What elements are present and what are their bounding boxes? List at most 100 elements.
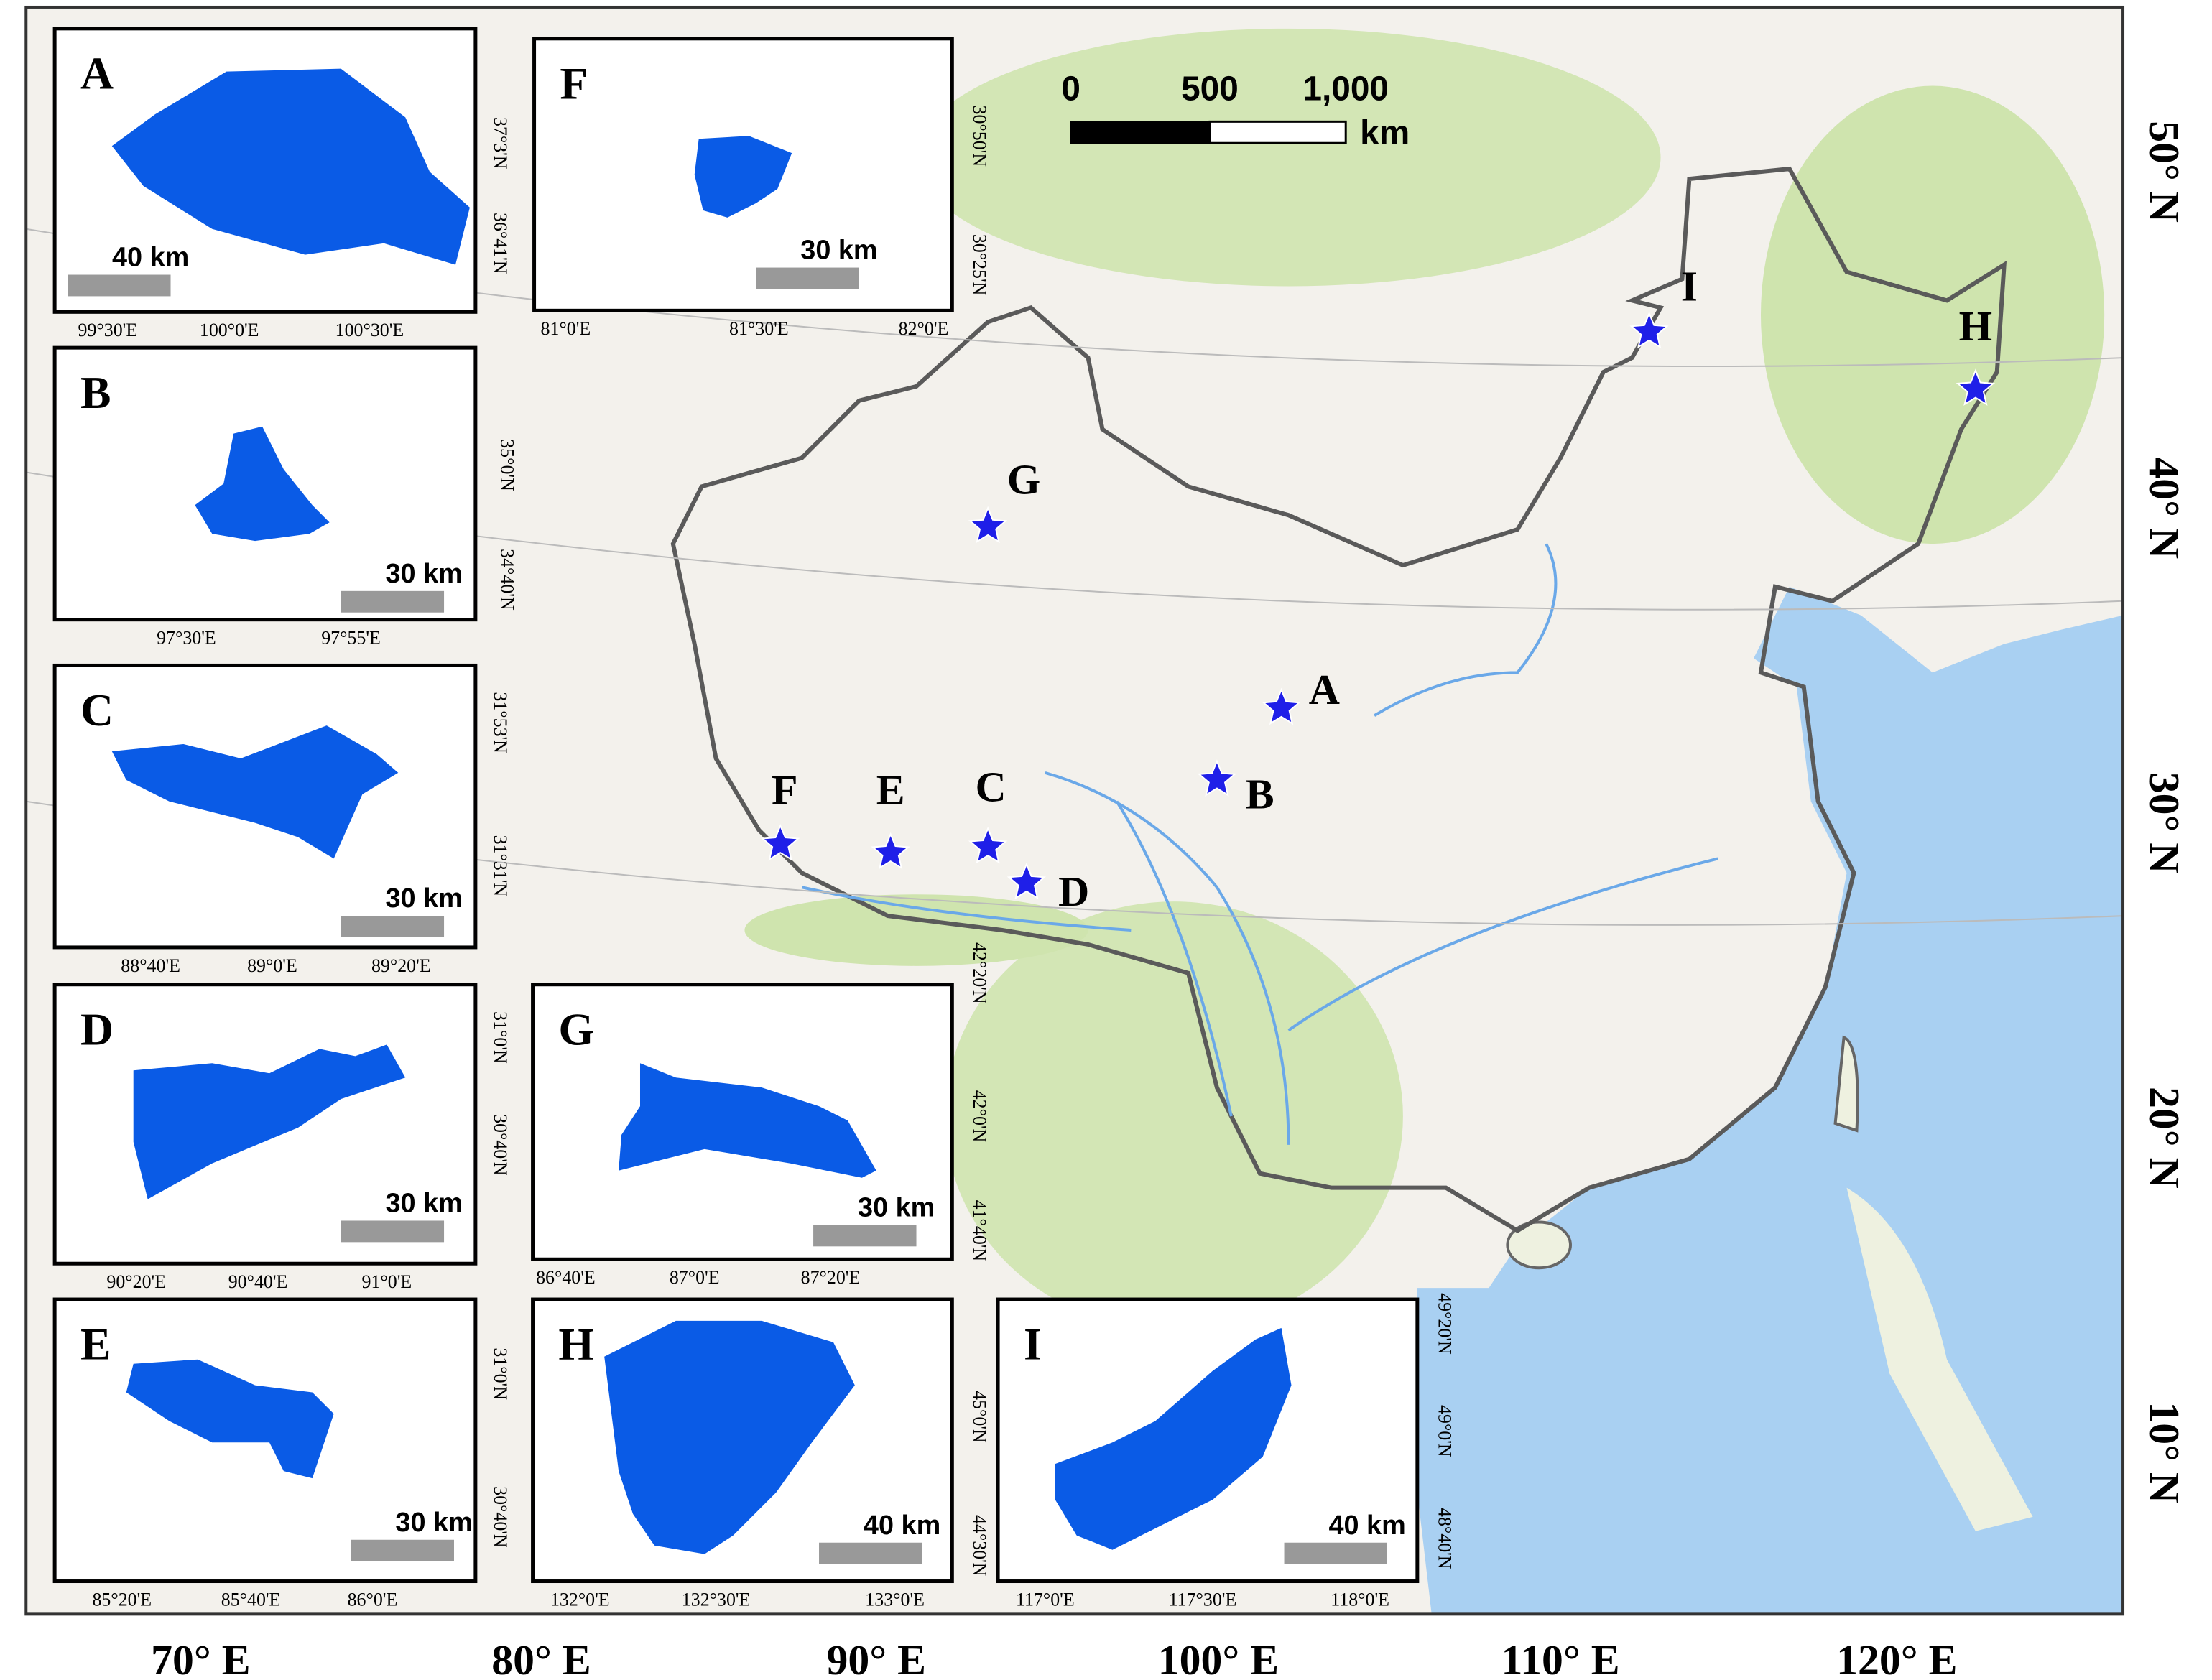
inset-scale-label: 30 km — [385, 1189, 462, 1219]
inset-scale-bar — [756, 267, 859, 289]
longitude-label: 120° E — [1836, 1636, 1957, 1680]
inset-latitude-label: 30°25'N — [969, 234, 990, 296]
latitude-label: 10° N — [2141, 1401, 2188, 1503]
inset-scale-bar — [1284, 1542, 1387, 1564]
site-label: I — [1681, 262, 1698, 310]
longitude-label: 90° E — [826, 1636, 925, 1680]
inset-latitude-label: 48°40'N — [1435, 1508, 1456, 1569]
site-label: B — [1246, 771, 1274, 818]
inset-label: H — [558, 1319, 594, 1370]
inset-latitude-label: 45°0'N — [969, 1391, 990, 1443]
inset-scale-label: 30 km — [385, 883, 462, 914]
inset-latitude-label: 31°0'N — [490, 1011, 511, 1064]
inset-label: D — [80, 1003, 114, 1054]
inset-label: C — [80, 684, 114, 735]
inset-longitude-label: 85°20'E — [92, 1589, 152, 1610]
scale-label: 500 — [1181, 70, 1239, 108]
inset-latitude-label: 49°0'N — [1435, 1405, 1456, 1457]
longitude-label: 80° E — [491, 1636, 591, 1680]
inset-scale-bar — [819, 1542, 922, 1564]
hainan — [1506, 1220, 1573, 1270]
inset: D 30 km 90°20'E 90°40'E 91°0'E 31°0'N 30°40'N — [52, 983, 511, 1292]
inset-longitude-label: 91°0'E — [362, 1271, 412, 1292]
site-label: F — [772, 766, 798, 814]
inset-latitude-label: 44°30'N — [969, 1515, 990, 1577]
scale-label: 0 — [1061, 70, 1080, 108]
lake — [604, 1320, 855, 1554]
lake — [133, 1044, 406, 1199]
lake — [619, 1063, 876, 1178]
inset-scale-bar — [813, 1225, 917, 1247]
inset-label: E — [80, 1319, 111, 1370]
inset-label: B — [80, 367, 111, 418]
inset-latitude-label: 31°31'N — [490, 835, 511, 897]
site-label: C — [976, 764, 1006, 811]
forest — [744, 894, 1088, 966]
inset: B 30 km 97°30'E 97°55'E 35°0'N 34°40'N — [52, 345, 518, 649]
inset-longitude-label: 99°30'E — [78, 320, 138, 340]
scale-unit: km — [1360, 114, 1410, 152]
scale-label: 1,000 — [1302, 70, 1389, 108]
inset-latitude-label: 41°40'N — [969, 1200, 990, 1262]
site-marker — [1629, 311, 1669, 349]
inset-frame — [996, 1297, 1420, 1584]
inset-longitude-label: 85°40'E — [221, 1589, 281, 1610]
inset-latitude-label: 34°40'N — [497, 549, 518, 611]
inset-longitude-label: 86°40'E — [536, 1267, 596, 1288]
inset-label: A — [80, 48, 114, 99]
site-marker — [968, 506, 1008, 544]
inset-longitude-label: 81°0'E — [541, 318, 591, 339]
longitude-label: 70° E — [151, 1636, 250, 1680]
inset-longitude-label: 133°0'E — [865, 1589, 925, 1610]
inset-longitude-label: 88°40'E — [121, 955, 180, 976]
lake — [111, 68, 470, 265]
site-marker — [1956, 368, 1996, 406]
inset-longitude-label: 89°20'E — [371, 955, 431, 976]
inset-latitude-label: 42°20'N — [969, 942, 990, 1004]
forest — [916, 28, 1661, 287]
inset-latitude-label: 36°41'N — [490, 213, 511, 274]
site-marker — [1006, 862, 1047, 900]
site-marker — [968, 826, 1008, 864]
site-label: G — [1007, 455, 1041, 503]
inset-label: I — [1024, 1319, 1042, 1370]
inset-longitude-label: 81°30'E — [729, 318, 789, 339]
taiwan — [1833, 1035, 1859, 1133]
site-marker — [1197, 759, 1237, 797]
inset-longitude-label: 117°0'E — [1016, 1589, 1075, 1610]
site-label: H — [1959, 302, 1993, 350]
scale-bar — [1070, 121, 1211, 144]
inset-longitude-label: 132°0'E — [550, 1589, 610, 1610]
lake — [111, 725, 399, 859]
inset-label: G — [558, 1003, 594, 1054]
lake — [1055, 1327, 1292, 1550]
inset-longitude-label: 90°20'E — [106, 1271, 166, 1292]
forest — [1760, 85, 2105, 544]
islands — [1846, 1187, 2033, 1531]
inset-latitude-label: 30°40'N — [490, 1486, 511, 1548]
inset-scale-label: 40 km — [112, 243, 189, 273]
inset-scale-label: 40 km — [864, 1510, 940, 1541]
site-label: A — [1309, 666, 1340, 713]
inset-longitude-label: 132°30'E — [682, 1589, 751, 1610]
inset-scale-bar — [341, 1220, 445, 1243]
inset-label: F — [560, 57, 588, 108]
inset-longitude-label: 87°0'E — [670, 1267, 720, 1288]
inset-scale-label: 30 km — [395, 1508, 472, 1538]
longitude-label: 110° E — [1501, 1636, 1620, 1680]
inset-latitude-label: 31°0'N — [490, 1347, 511, 1400]
inset-scale-label: 30 km — [385, 559, 462, 589]
inset-frame — [531, 983, 954, 1261]
inset: F 30 km 81°0'E 81°30'E 82°0'E 30°50'N 30°25'N — [532, 37, 990, 339]
inset: A 40 km 99°30'E 100°0'E 100°30'E 37°3'N 36°41'… — [52, 27, 511, 340]
site-marker — [871, 832, 910, 870]
lake — [126, 1359, 334, 1479]
inset-longitude-label: 118°0'E — [1331, 1589, 1389, 1610]
inset-longitude-label: 100°0'E — [200, 320, 259, 340]
inset: I 40 km 117°0'E 117°30'E 118°0'E 49°20'N 49°0'… — [996, 1293, 1456, 1610]
inset-longitude-label: 82°0'E — [899, 318, 949, 339]
inset-scale-bar — [68, 274, 171, 297]
inset-scale-bar — [351, 1539, 454, 1561]
